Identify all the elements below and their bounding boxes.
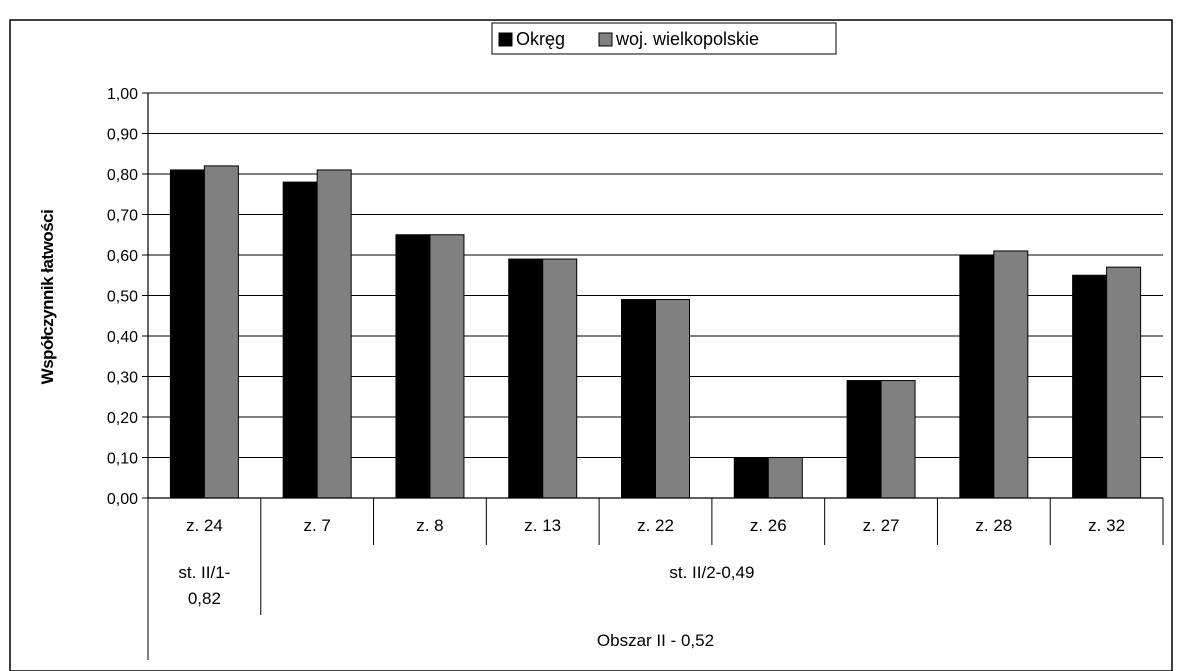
x-axis-categories: z. 24 z. 7 z. 8 z. 13 z. 22 z. 26 z. 27 z. 28 z.… bbox=[147, 498, 1164, 545]
legend-swatch-woj bbox=[598, 32, 613, 47]
category-label: z. 8 bbox=[416, 516, 443, 535]
category-label: z. 13 bbox=[524, 516, 561, 535]
bar-woj-3 bbox=[542, 258, 578, 499]
bar-woj-1 bbox=[316, 169, 352, 499]
bar-okreg-2 bbox=[395, 234, 431, 499]
bar-woj-2 bbox=[429, 234, 465, 499]
bar-okreg-4 bbox=[621, 299, 656, 499]
category-label: z. 22 bbox=[637, 516, 674, 535]
x-axis-groups: st. II/1- 0,82 st. II/2-0,49 Obszar II - 0,… bbox=[147, 545, 754, 660]
bar-okreg-3 bbox=[508, 258, 544, 499]
bar-woj-7 bbox=[993, 250, 1029, 499]
y-axis-ticks: 0,00 0,10 0,20 0,30 0,40 0,50 0,60 0,70 0,80 0,90… bbox=[107, 86, 148, 508]
category-label: z. 28 bbox=[975, 516, 1012, 535]
group-label-line2: 0,82 bbox=[188, 589, 221, 608]
category-label: z. 26 bbox=[750, 516, 787, 535]
legend-swatch-okreg bbox=[498, 32, 513, 47]
legend: Okręg woj. wielkopolskie bbox=[491, 22, 837, 55]
bar-woj-0 bbox=[203, 165, 239, 499]
y-tick-label: 0,10 bbox=[107, 451, 138, 468]
legend-label-woj: woj. wielkopolskie bbox=[615, 29, 759, 49]
y-tick-label: 0,70 bbox=[107, 208, 138, 225]
category-label: z. 27 bbox=[863, 516, 900, 535]
outer-group-label: Obszar II - 0,52 bbox=[597, 631, 714, 650]
y-tick-label: 1,00 bbox=[107, 86, 138, 103]
y-tick-label: 0,50 bbox=[107, 289, 138, 306]
group-label: st. II/1- bbox=[178, 563, 230, 582]
bar-woj-8 bbox=[1106, 266, 1142, 499]
category-label: z. 7 bbox=[303, 516, 330, 535]
axes bbox=[147, 93, 1163, 499]
bar-okreg-1 bbox=[282, 181, 318, 499]
bar-okreg-6 bbox=[846, 380, 882, 499]
bar-okreg-8 bbox=[1072, 274, 1108, 499]
bar-woj-5 bbox=[767, 457, 803, 499]
bar-okreg-7 bbox=[959, 254, 995, 499]
bar-okreg-0 bbox=[169, 169, 205, 499]
legend-box bbox=[491, 22, 837, 55]
y-tick-label: 0,60 bbox=[107, 248, 138, 265]
y-axis-title: Współczynnik łatwości bbox=[38, 210, 57, 385]
y-tick-label: 0,80 bbox=[107, 167, 138, 184]
y-tick-label: 0,30 bbox=[107, 370, 138, 387]
bar-woj-6 bbox=[880, 380, 916, 499]
y-tick-label: 0,00 bbox=[107, 491, 138, 508]
bar-woj-4 bbox=[655, 299, 690, 499]
y-tick-label: 0,90 bbox=[107, 127, 138, 144]
category-label: z. 32 bbox=[1088, 516, 1125, 535]
bar-okreg-5 bbox=[733, 457, 769, 499]
legend-label-okreg: Okręg bbox=[516, 29, 565, 49]
category-label: z. 24 bbox=[186, 516, 223, 535]
y-tick-label: 0,20 bbox=[107, 410, 138, 427]
y-tick-label: 0,40 bbox=[107, 329, 138, 346]
bars bbox=[169, 165, 1142, 499]
group-label: st. II/2-0,49 bbox=[669, 563, 754, 582]
